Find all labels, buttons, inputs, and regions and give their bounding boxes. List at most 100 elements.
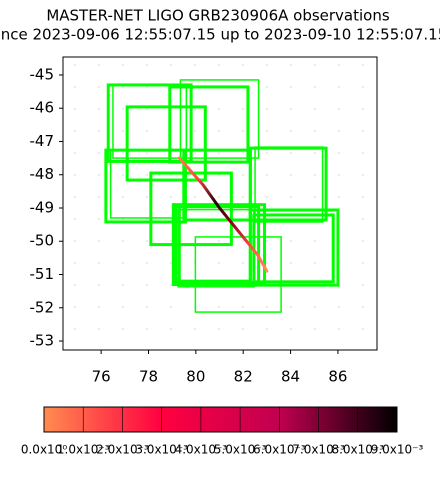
background-dot — [170, 240, 172, 242]
background-dot — [146, 174, 148, 176]
y-tick-label: -46 — [30, 99, 55, 117]
background-dot — [74, 306, 76, 308]
field — [112, 84, 188, 159]
background-dot — [98, 130, 100, 132]
colorbar-tick-label: 0.0x10⁰ — [21, 443, 67, 457]
background-dot — [338, 86, 340, 88]
background-dot — [362, 284, 364, 286]
background-dot — [194, 108, 196, 110]
y-tick-label: -47 — [30, 132, 55, 150]
background-dot — [242, 64, 244, 66]
background-dot — [98, 328, 100, 330]
background-dot — [146, 108, 148, 110]
background-dot — [242, 130, 244, 132]
background-dot — [314, 64, 316, 66]
background-dot — [242, 152, 244, 154]
background-dot — [170, 306, 172, 308]
background-dot — [338, 130, 340, 132]
background-dot — [362, 152, 364, 154]
background-dot — [218, 240, 220, 242]
background-dot — [218, 108, 220, 110]
y-tick-label: -52 — [30, 298, 55, 316]
background-dots — [74, 64, 364, 330]
background-dot — [266, 130, 268, 132]
colorbar-tick-label: 8.0x10⁻³ — [331, 443, 384, 457]
background-dot — [362, 240, 364, 242]
background-dot — [362, 130, 364, 132]
background-dot — [74, 218, 76, 220]
background-dot — [194, 152, 196, 154]
background-dot — [362, 108, 364, 110]
background-dot — [266, 86, 268, 88]
background-dot — [266, 152, 268, 154]
background-dot — [170, 196, 172, 198]
background-dot — [266, 306, 268, 308]
y-tick-label: -48 — [30, 165, 55, 183]
background-dot — [122, 196, 124, 198]
background-dot — [290, 240, 292, 242]
background-dot — [98, 152, 100, 154]
background-dot — [170, 284, 172, 286]
background-dot — [170, 64, 172, 66]
background-dot — [290, 262, 292, 264]
background-dot — [170, 328, 172, 330]
background-dot — [146, 328, 148, 330]
background-dot — [314, 240, 316, 242]
y-tick-label: -53 — [30, 332, 55, 350]
y-tick-label: -50 — [30, 232, 55, 250]
background-dot — [338, 108, 340, 110]
background-dot — [314, 130, 316, 132]
background-dot — [98, 306, 100, 308]
colorbar-tick-label: 5.0x10⁻³ — [214, 443, 267, 457]
track — [177, 156, 269, 273]
background-dot — [98, 284, 100, 286]
background-dot — [218, 64, 220, 66]
background-dot — [146, 262, 148, 264]
background-dot — [314, 306, 316, 308]
background-dot — [146, 196, 148, 198]
background-dot — [362, 306, 364, 308]
background-dot — [122, 108, 124, 110]
background-dot — [290, 130, 292, 132]
background-dot — [218, 262, 220, 264]
background-dot — [98, 86, 100, 88]
background-dot — [74, 262, 76, 264]
background-dot — [290, 152, 292, 154]
background-dot — [362, 174, 364, 176]
background-dot — [338, 306, 340, 308]
background-dot — [266, 108, 268, 110]
x-tick-label: 76 — [92, 368, 111, 386]
field — [179, 79, 260, 159]
background-dot — [266, 64, 268, 66]
background-dot — [98, 262, 100, 264]
background-dot — [266, 262, 268, 264]
background-dot — [122, 328, 124, 330]
background-dot — [290, 86, 292, 88]
field — [194, 236, 282, 313]
background-dot — [314, 196, 316, 198]
background-dot — [194, 130, 196, 132]
background-dot — [266, 328, 268, 330]
background-dot — [146, 306, 148, 308]
background-dot — [338, 328, 340, 330]
background-dot — [74, 130, 76, 132]
background-dot — [362, 262, 364, 264]
plot-frame — [62, 56, 378, 351]
background-dot — [122, 174, 124, 176]
background-dot — [98, 240, 100, 242]
field — [168, 85, 250, 164]
background-dot — [74, 240, 76, 242]
y-tick-label: -45 — [30, 65, 55, 83]
background-dot — [338, 196, 340, 198]
x-tick-label: 84 — [281, 368, 300, 386]
background-dot — [218, 130, 220, 132]
background-dot — [290, 328, 292, 330]
colorbar-tick-label: 2.0x10⁻³ — [96, 443, 149, 457]
background-dot — [98, 108, 100, 110]
background-dot — [218, 328, 220, 330]
background-dot — [194, 196, 196, 198]
x-tick-label: 86 — [328, 368, 347, 386]
background-dot — [74, 152, 76, 154]
background-dot — [290, 108, 292, 110]
background-dot — [122, 306, 124, 308]
